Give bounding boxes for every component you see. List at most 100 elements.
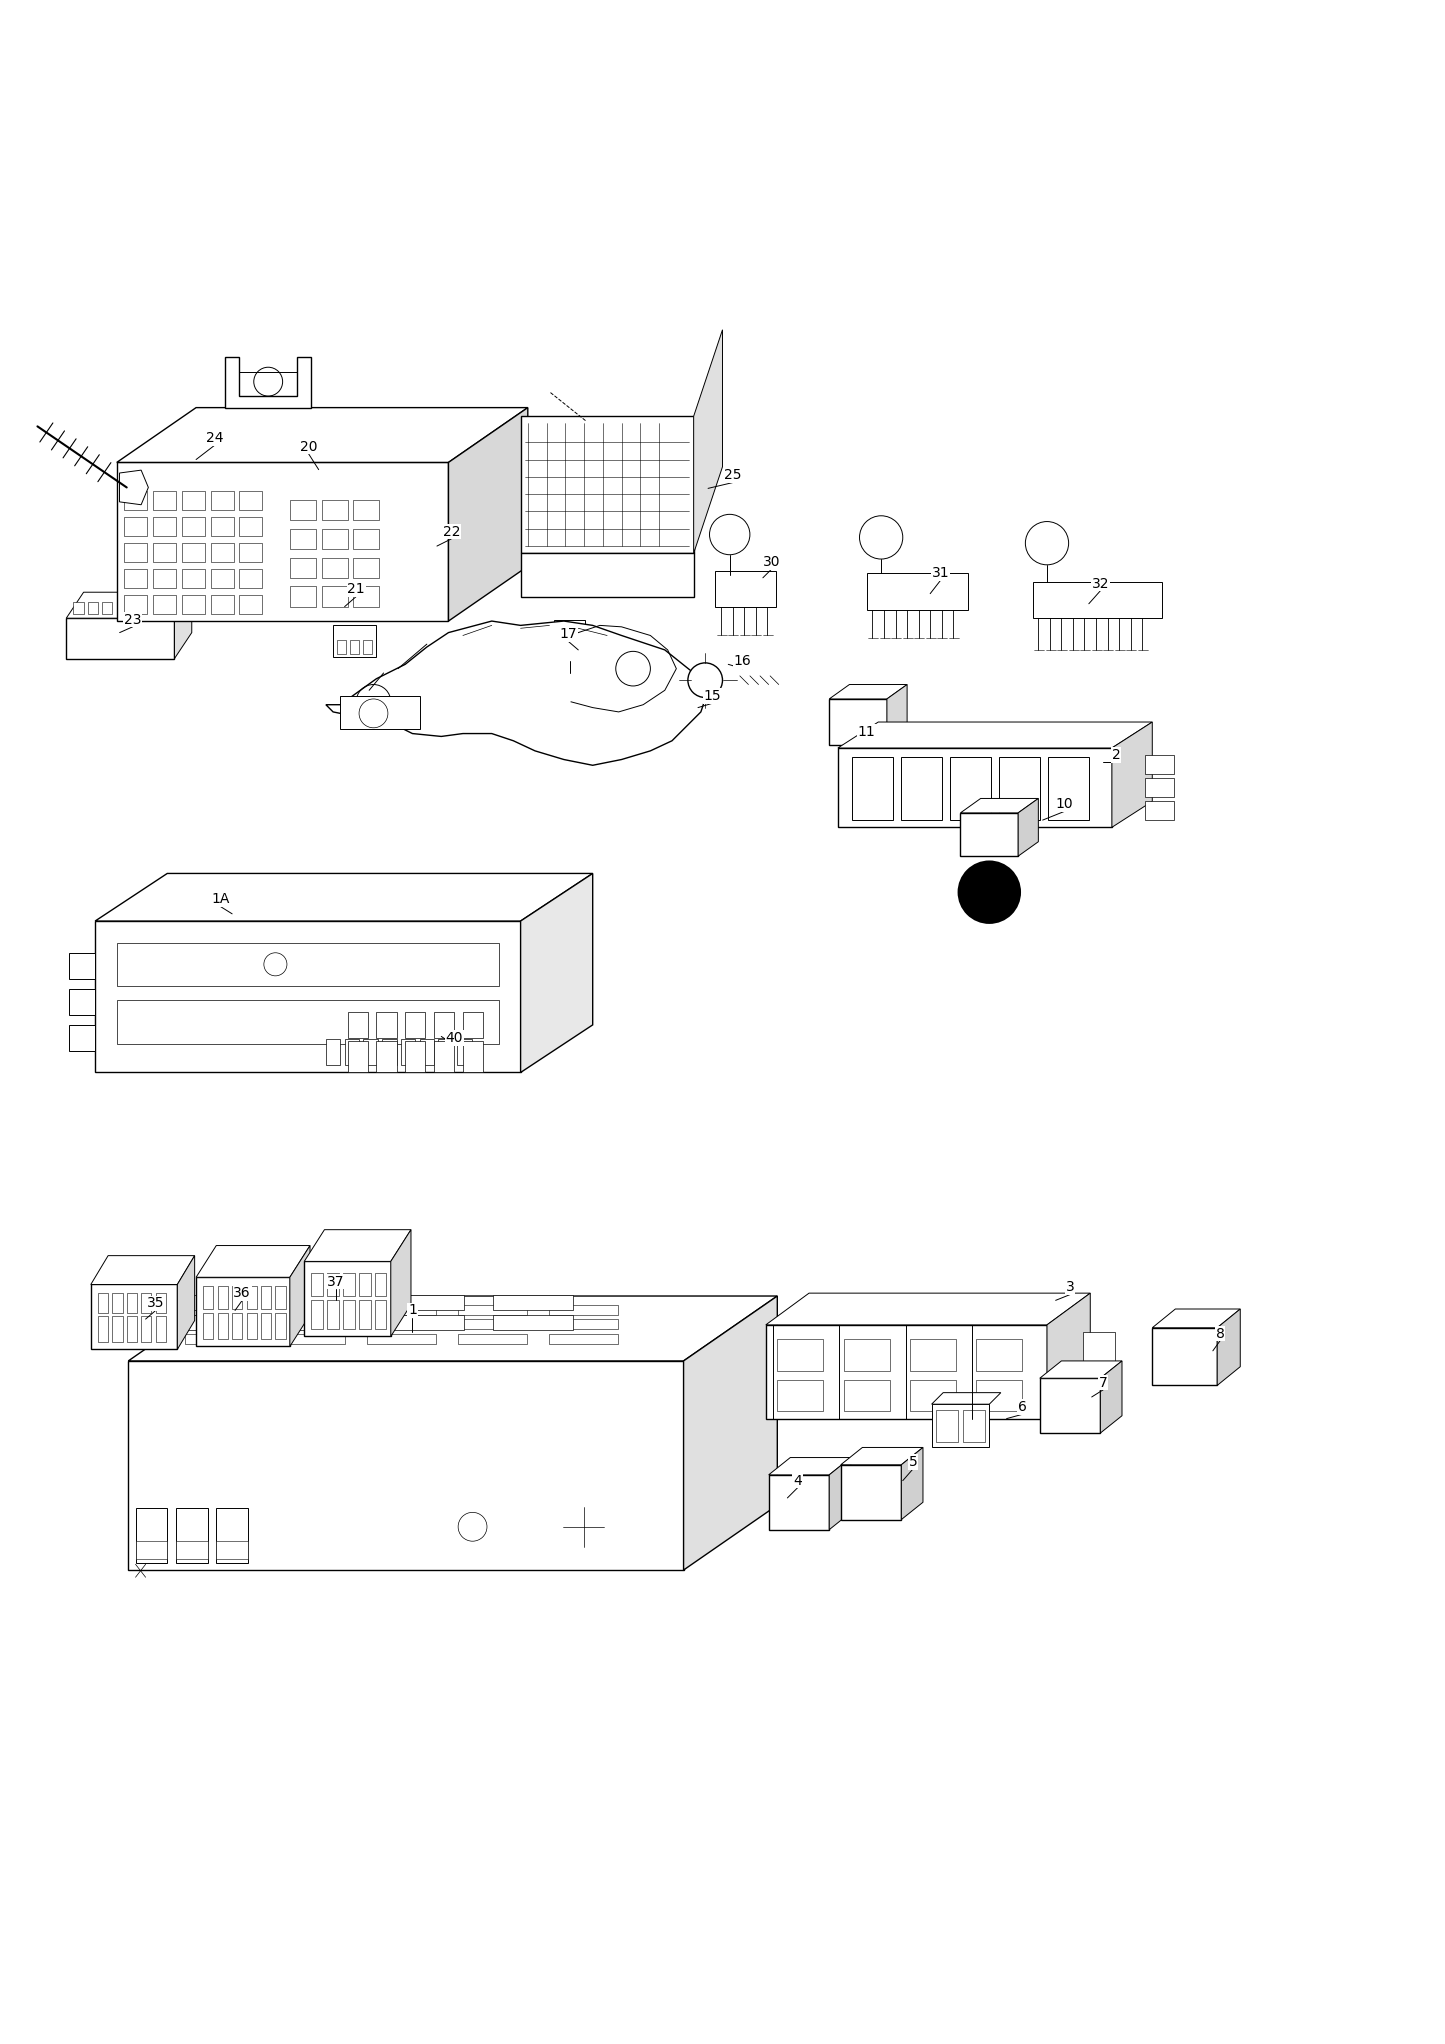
Bar bbox=[127, 1294, 137, 1314]
Polygon shape bbox=[1040, 1361, 1121, 1378]
Bar bbox=[376, 1040, 396, 1073]
Bar bbox=[182, 595, 205, 613]
Polygon shape bbox=[175, 593, 192, 658]
Bar bbox=[964, 1410, 985, 1441]
Bar bbox=[262, 1314, 272, 1339]
Bar bbox=[240, 595, 263, 613]
Bar bbox=[1084, 1372, 1114, 1404]
Bar bbox=[777, 1339, 824, 1372]
Bar bbox=[535, 527, 585, 593]
Text: 7: 7 bbox=[1098, 1376, 1108, 1390]
Circle shape bbox=[688, 662, 722, 697]
Text: 3: 3 bbox=[1066, 1280, 1075, 1294]
Bar bbox=[1000, 756, 1040, 820]
Bar bbox=[277, 1296, 355, 1310]
Polygon shape bbox=[766, 1325, 1048, 1419]
Bar bbox=[853, 756, 893, 820]
Bar bbox=[176, 1508, 208, 1564]
Bar bbox=[564, 542, 581, 560]
Polygon shape bbox=[829, 1457, 851, 1529]
Polygon shape bbox=[197, 1245, 311, 1278]
Bar bbox=[240, 517, 263, 536]
Bar bbox=[367, 1318, 436, 1329]
Polygon shape bbox=[225, 358, 312, 407]
Bar bbox=[936, 1410, 958, 1441]
Text: 36: 36 bbox=[234, 1286, 251, 1300]
Bar bbox=[322, 587, 347, 607]
Polygon shape bbox=[1152, 1308, 1240, 1329]
Bar bbox=[910, 1380, 957, 1412]
Bar bbox=[276, 1333, 345, 1343]
Bar bbox=[290, 558, 316, 578]
Bar bbox=[276, 1286, 286, 1308]
Bar bbox=[69, 953, 95, 979]
Bar bbox=[276, 1314, 286, 1339]
Bar bbox=[353, 529, 379, 550]
Polygon shape bbox=[66, 617, 175, 658]
Bar bbox=[240, 568, 263, 589]
Polygon shape bbox=[932, 1392, 1001, 1404]
Bar bbox=[211, 517, 234, 536]
Text: 23: 23 bbox=[124, 613, 142, 628]
Polygon shape bbox=[520, 417, 694, 554]
Bar bbox=[350, 640, 358, 654]
Polygon shape bbox=[867, 574, 968, 609]
Bar bbox=[312, 1300, 324, 1329]
Bar bbox=[493, 1316, 572, 1331]
Bar bbox=[262, 1286, 272, 1308]
Text: 40: 40 bbox=[445, 1030, 462, 1044]
Polygon shape bbox=[520, 873, 592, 1073]
Bar bbox=[117, 942, 499, 985]
Text: 2: 2 bbox=[1111, 748, 1121, 762]
Text: 10: 10 bbox=[1055, 797, 1074, 811]
Bar bbox=[381, 1038, 396, 1065]
Polygon shape bbox=[448, 407, 527, 621]
Bar bbox=[462, 1012, 483, 1038]
Polygon shape bbox=[1033, 583, 1162, 617]
Bar bbox=[910, 1339, 957, 1372]
Bar bbox=[185, 1304, 254, 1314]
Text: 8: 8 bbox=[1215, 1327, 1224, 1341]
Polygon shape bbox=[1019, 799, 1039, 856]
Bar bbox=[74, 603, 84, 613]
Bar bbox=[233, 1314, 243, 1339]
Bar bbox=[98, 1316, 108, 1343]
Polygon shape bbox=[887, 685, 907, 746]
Bar bbox=[542, 566, 559, 585]
Bar bbox=[553, 619, 585, 652]
Bar bbox=[367, 1304, 436, 1314]
Polygon shape bbox=[769, 1457, 851, 1476]
Polygon shape bbox=[290, 1245, 311, 1347]
Text: 35: 35 bbox=[147, 1296, 165, 1310]
Bar bbox=[977, 1380, 1023, 1412]
Bar bbox=[290, 501, 316, 519]
Bar bbox=[182, 491, 205, 511]
Polygon shape bbox=[129, 1361, 683, 1570]
Bar bbox=[153, 544, 176, 562]
Text: 5: 5 bbox=[909, 1455, 918, 1470]
Bar bbox=[549, 1304, 618, 1314]
Bar bbox=[247, 1286, 257, 1308]
Bar bbox=[169, 1296, 249, 1310]
Bar bbox=[932, 1404, 990, 1447]
Bar bbox=[113, 1294, 123, 1314]
Polygon shape bbox=[694, 329, 722, 554]
Bar bbox=[902, 756, 942, 820]
Bar bbox=[156, 1294, 166, 1314]
Bar bbox=[217, 1508, 249, 1564]
Bar bbox=[374, 1273, 386, 1296]
Bar bbox=[276, 1318, 345, 1329]
Polygon shape bbox=[305, 1230, 410, 1261]
Polygon shape bbox=[327, 621, 708, 764]
Bar bbox=[277, 1316, 355, 1331]
Bar bbox=[493, 1296, 572, 1310]
Polygon shape bbox=[95, 873, 592, 922]
Text: 1A: 1A bbox=[211, 893, 230, 905]
Bar bbox=[142, 1294, 152, 1314]
Bar bbox=[374, 1300, 386, 1329]
Bar bbox=[1144, 801, 1173, 820]
Bar bbox=[347, 1012, 367, 1038]
Bar bbox=[233, 1286, 243, 1308]
Text: 6: 6 bbox=[1019, 1400, 1027, 1414]
Bar bbox=[146, 603, 156, 613]
